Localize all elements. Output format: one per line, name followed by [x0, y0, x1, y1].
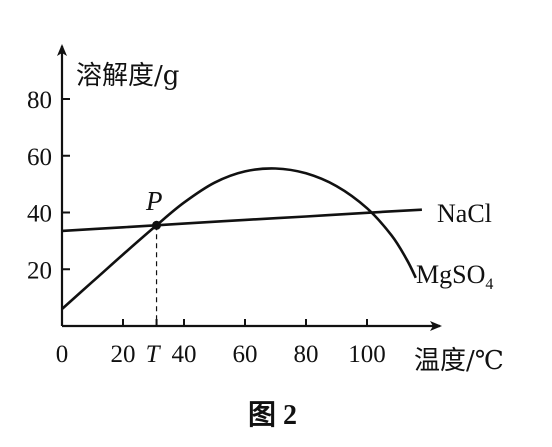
- y-tick-label: 20: [27, 257, 52, 284]
- series-lines: [61, 167, 422, 310]
- x-tick-label: 100: [348, 341, 386, 368]
- y-tick-label: 60: [27, 144, 52, 171]
- y-tick-label: 80: [27, 87, 52, 114]
- x-tick-label-t: T: [146, 341, 162, 368]
- x-tick-label: 80: [294, 341, 319, 368]
- y-tick-label: 40: [27, 201, 52, 228]
- figure-caption: 图 2: [248, 400, 297, 431]
- x-tick-label: 20: [111, 341, 136, 368]
- x-tick-label: 0: [56, 341, 69, 368]
- series-label-mgso4: MgSO4: [416, 260, 493, 293]
- axis-ticks: 20 40 60 80 0 20 40 60 80 100 T: [27, 87, 386, 368]
- point-label: P: [145, 186, 163, 216]
- series-line-mgso4: [61, 167, 417, 310]
- series-label-nacl: NaCl: [437, 199, 492, 228]
- x-tick-label: 40: [172, 341, 197, 368]
- series-label-mgso4-subscript: 4: [485, 276, 493, 293]
- y-axis-title: 溶解度/g: [76, 61, 179, 91]
- series-label-mgso4-main: MgSO: [416, 260, 485, 289]
- x-tick-label: 60: [233, 341, 258, 368]
- point-p: [152, 220, 162, 230]
- x-axis-title: 温度/℃: [414, 346, 504, 376]
- series-line-nacl: [61, 208, 422, 233]
- point-marks: [152, 220, 162, 230]
